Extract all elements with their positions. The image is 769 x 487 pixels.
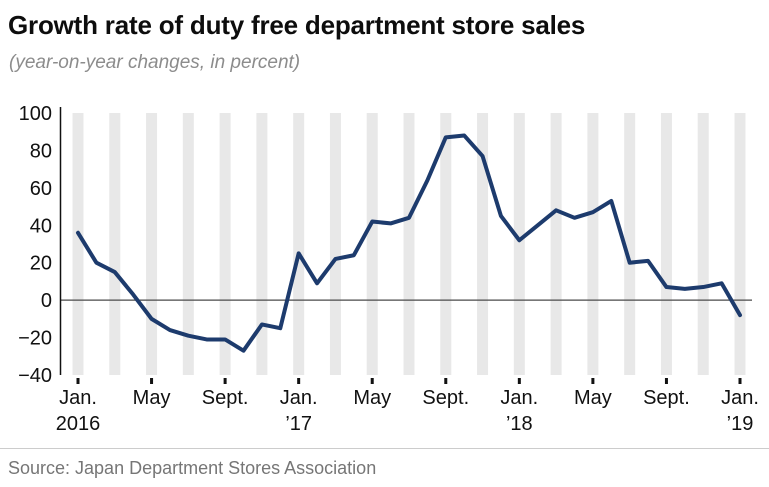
month-stripe — [146, 113, 158, 375]
x-tick-year-label: ’19 — [727, 413, 754, 435]
month-stripe — [697, 113, 709, 375]
x-tick — [444, 378, 448, 384]
month-stripe — [219, 113, 231, 375]
x-tick — [297, 378, 301, 384]
month-stripe — [660, 113, 672, 375]
source-note: Source: Japan Department Stores Associat… — [8, 458, 377, 478]
month-stripe — [550, 113, 562, 375]
month-stripe — [293, 113, 305, 375]
y-tick-label: 60 — [30, 178, 52, 200]
x-tick — [738, 378, 742, 384]
y-tick-label: 40 — [30, 215, 52, 237]
month-stripe — [366, 113, 378, 375]
y-tick-label: −20 — [18, 328, 52, 350]
x-tick-label: Sept. — [202, 387, 249, 409]
x-tick — [370, 378, 374, 384]
x-tick-year-label: ’17 — [285, 413, 312, 435]
x-tick — [150, 378, 154, 384]
y-tick-label: 100 — [19, 103, 52, 125]
x-tick-label: Jan. — [280, 387, 318, 409]
x-tick-year-label: 2016 — [56, 413, 101, 435]
month-stripe — [256, 113, 268, 375]
month-stripe — [440, 113, 452, 375]
sales-growth-line — [76, 133, 742, 353]
x-tick-label: May — [574, 387, 612, 409]
x-tick-year-label: ’18 — [506, 413, 533, 435]
chart-title: Growth rate of duty free department stor… — [8, 10, 586, 40]
duty-free-sales-line-chart: 100 80 60 40 20 0 −20 −40 Jan. 2016 May Sept. Jan. ’1… — [18, 103, 759, 435]
x-tick-label: May — [353, 387, 391, 409]
chart-subtitle: (year-on-year changes, in percent) — [9, 52, 301, 73]
y-tick-label: 80 — [30, 140, 52, 162]
month-stripe — [182, 113, 194, 375]
x-tick — [76, 378, 80, 384]
month-stripe — [329, 113, 341, 375]
month-stripe — [403, 113, 415, 375]
x-tick — [664, 378, 668, 384]
x-tick — [591, 378, 595, 384]
x-tick-label: Jan. — [500, 387, 538, 409]
month-stripe — [513, 113, 525, 375]
x-tick-label: Sept. — [422, 387, 469, 409]
x-tick — [517, 378, 521, 384]
x-tick-label: Sept. — [643, 387, 690, 409]
month-stripe — [109, 113, 121, 375]
x-tick-label: Jan. — [721, 387, 759, 409]
month-stripe — [72, 113, 84, 375]
y-tick-label: 0 — [41, 290, 52, 312]
month-stripe — [734, 113, 746, 375]
y-tick-label: 20 — [30, 253, 52, 275]
x-tick-label: Jan. — [59, 387, 97, 409]
month-stripe — [624, 113, 636, 375]
y-tick-label: −40 — [18, 365, 52, 387]
month-stripe — [477, 113, 489, 375]
footer-divider — [0, 448, 769, 449]
x-tick — [223, 378, 227, 384]
x-tick-label: May — [133, 387, 171, 409]
month-stripe — [587, 113, 599, 375]
